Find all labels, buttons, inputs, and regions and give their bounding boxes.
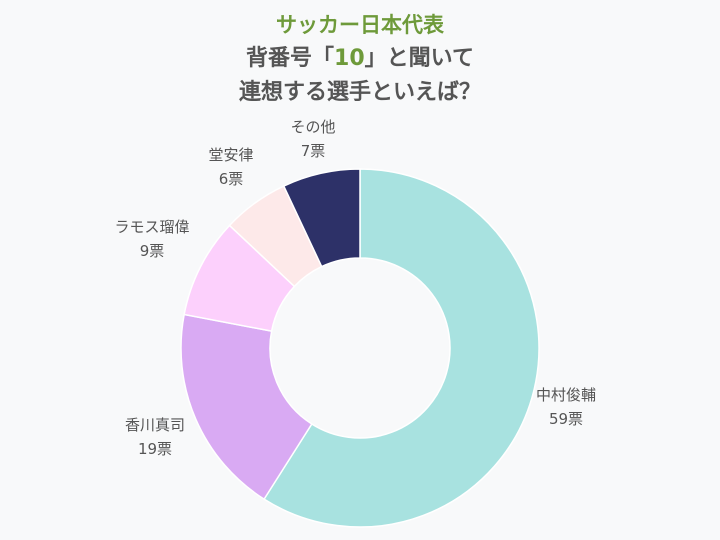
slice-value-label-3: 9票 [140, 242, 165, 260]
slice-name-label-3: ラモス瑠偉 [114, 218, 189, 236]
slice-name-label-1: 中村俊輔 [536, 386, 596, 404]
chart-title: サッカー日本代表 背番号「10」と聞いて 連想する選手といえば？ [0, 8, 720, 110]
title-line-2-accent: 10 [334, 46, 365, 71]
slice-name-label-2: 香川真司 [125, 416, 185, 434]
slice-value-label-4: 6票 [219, 170, 244, 188]
slice-value-label-5: 7票 [301, 142, 326, 160]
title-line-2-before: 背番号「 [246, 46, 335, 71]
slice-name-label-5: その他 [290, 118, 335, 136]
title-line-2-after: 」と聞いて [364, 46, 474, 71]
donut-slice-1 [263, 168, 540, 528]
title-line-2: 背番号「10」と聞いて [0, 42, 720, 76]
title-line-1: サッカー日本代表 [276, 13, 444, 37]
donut-slice-5 [282, 168, 361, 268]
slice-name-label-4: 堂安律 [208, 146, 253, 164]
donut-slice-2 [180, 313, 313, 501]
title-line-3: 連想する選手といえば？ [238, 80, 481, 105]
slice-value-label-1: 59票 [549, 410, 583, 428]
slice-value-label-2: 19票 [138, 440, 172, 458]
